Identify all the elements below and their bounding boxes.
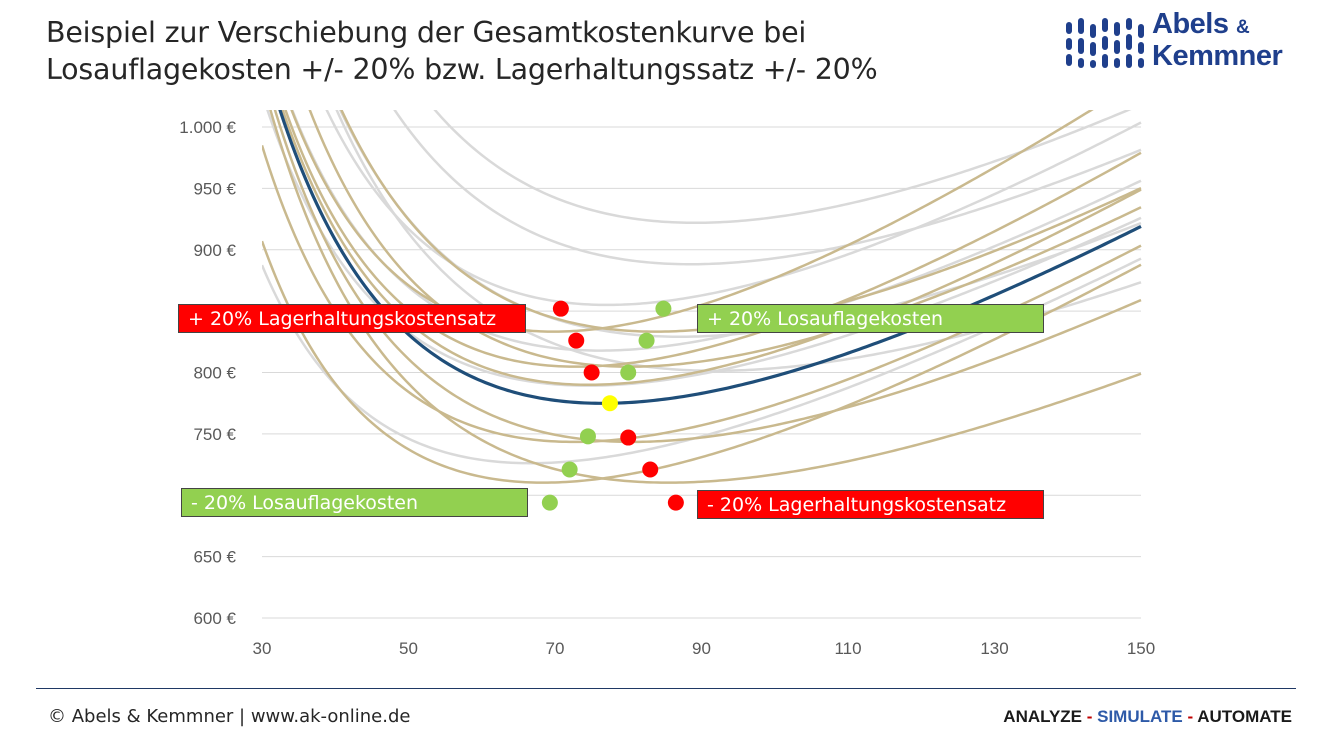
y-tick-label: 1.000 € xyxy=(179,118,236,137)
point-yellow xyxy=(601,395,618,412)
background-curve xyxy=(325,109,1142,307)
x-tick-label: 130 xyxy=(980,639,1008,658)
abels-kemmner-logo: Abels & Kemmner xyxy=(1062,10,1302,74)
base-total-cost-curve xyxy=(278,109,1142,405)
tagline-automate: AUTOMATE xyxy=(1197,707,1292,726)
y-axis-ticks: 600 € 650 € 750 € 800 € 900 € 950 € 1.000 € xyxy=(179,118,236,628)
variant-curve xyxy=(262,145,1142,444)
y-tick-label: 650 € xyxy=(193,548,236,567)
x-axis-ticks: 30 50 70 90 110 130 150 xyxy=(253,639,1156,658)
logo-amp: & xyxy=(1236,17,1250,38)
annotation-minus-20-losauflage: - 20% Losauflagekosten xyxy=(181,488,528,517)
total-cost-chart: 600 € 650 € 750 € 800 € 900 € 950 € 1.000 € 30… xyxy=(179,109,1156,658)
variant-curve xyxy=(308,109,1142,368)
background-curve xyxy=(393,109,1142,266)
x-tick-label: 110 xyxy=(834,639,861,658)
point-green xyxy=(579,428,596,445)
x-tick-label: 150 xyxy=(1127,639,1155,658)
point-green xyxy=(638,332,655,349)
title-line-2: Losauflagekosten +/- 20% bzw. Lagerhaltu… xyxy=(46,53,878,86)
y-tick-label: 600 € xyxy=(193,609,236,628)
x-tick-label: 90 xyxy=(692,639,711,658)
footer-divider xyxy=(36,688,1296,689)
annotation-minus-20-lagerhaltung: - 20% Lagerhaltungskostensatz xyxy=(697,490,1044,519)
point-red xyxy=(667,494,684,511)
background-curve xyxy=(290,109,1142,352)
point-green xyxy=(655,300,672,317)
point-red xyxy=(568,332,585,349)
variant-curve xyxy=(340,109,1142,333)
y-tick-label: 900 € xyxy=(193,241,236,260)
point-red xyxy=(583,364,600,381)
annotation-plus-20-losauflage: + 20% Losauflagekosten xyxy=(697,304,1044,333)
background-curve xyxy=(433,109,1132,225)
y-tick-label: 750 € xyxy=(193,425,236,444)
tagline-analyze: ANALYZE xyxy=(1003,707,1083,726)
x-tick-label: 30 xyxy=(253,639,272,658)
point-green xyxy=(541,494,558,511)
variant-curve xyxy=(262,240,1142,484)
footer-tagline: ANALYZE - SIMULATE - AUTOMATE xyxy=(1003,707,1292,727)
data-points xyxy=(541,300,684,511)
logo-text: Abels & Kemmner xyxy=(1152,8,1283,72)
page-title: Beispiel zur Verschiebung der Gesamtkost… xyxy=(46,14,878,88)
variant-curve xyxy=(269,109,1142,484)
point-red xyxy=(620,429,637,446)
logo-line-1: Abels xyxy=(1152,8,1229,40)
variant-curve xyxy=(290,109,1094,333)
point-green xyxy=(620,364,637,381)
tagline-sep-2: - xyxy=(1182,707,1198,726)
point-green xyxy=(561,461,578,478)
tagline-sep-1: - xyxy=(1082,707,1098,726)
x-tick-label: 70 xyxy=(546,639,565,658)
y-tick-label: 950 € xyxy=(193,179,236,198)
logo-line-2: Kemmner xyxy=(1152,40,1283,72)
point-red xyxy=(642,461,659,478)
tagline-simulate: SIMULATE xyxy=(1097,707,1183,726)
variant-curve xyxy=(273,109,1142,444)
point-red xyxy=(552,300,569,317)
background-curve xyxy=(338,109,1142,338)
footer-copyright: © Abels & Kemmner | www.ak-online.de xyxy=(48,706,411,727)
title-line-1: Beispiel zur Verschiebung der Gesamtkost… xyxy=(46,16,807,49)
y-tick-label: 800 € xyxy=(193,364,236,383)
logo-mark-icon xyxy=(1066,18,1144,68)
annotation-plus-20-lagerhaltung: + 20% Lagerhaltungskostensatz xyxy=(178,304,526,333)
x-tick-label: 50 xyxy=(399,639,418,658)
curves xyxy=(262,109,1142,484)
